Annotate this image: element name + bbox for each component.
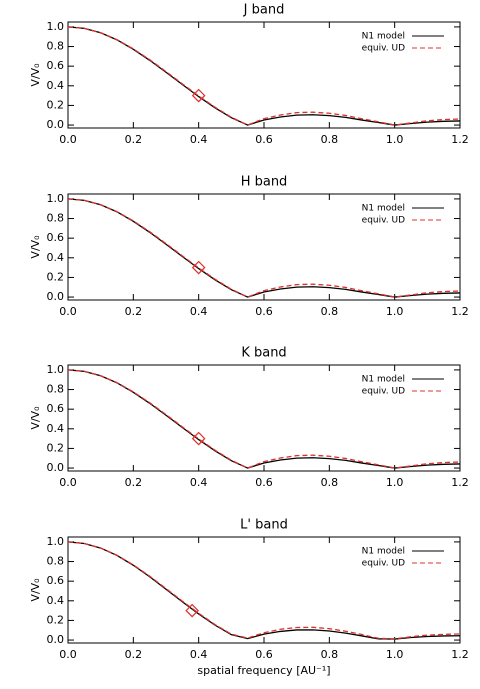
y-tick-label: 0.4 [47, 422, 65, 435]
legend-label: equiv. UD [362, 216, 405, 226]
x-tick-label: 0.0 [59, 305, 77, 318]
y-tick-label: 0.6 [47, 574, 65, 587]
y-tick-label: 0.8 [47, 383, 65, 396]
x-tick-label: 1.0 [386, 305, 404, 318]
y-tick-label: 0.2 [47, 98, 65, 111]
y-tick-label: 0.8 [47, 40, 65, 53]
x-tick-label: 1.2 [451, 648, 469, 661]
legend-label: equiv. UD [362, 387, 405, 397]
series-line [67, 369, 461, 469]
x-tick-label: 0.2 [125, 305, 143, 318]
y-tick-label: 0.6 [47, 59, 65, 72]
x-tick-label: 0.2 [125, 133, 143, 146]
legend-label: equiv. UD [362, 559, 405, 569]
y-tick-label: 1.0 [47, 363, 65, 376]
marker [191, 88, 206, 103]
legend-label: N1 model [362, 547, 405, 557]
x-tick-label: 0.0 [59, 648, 77, 661]
marker [185, 603, 199, 618]
legend-label: N1 model [362, 375, 405, 385]
x-tick-label: 1.0 [386, 133, 404, 146]
series-line [67, 26, 461, 126]
x-tick-label: 0.2 [125, 648, 143, 661]
y-tick-label: 0.4 [47, 251, 65, 264]
chart-title: K band [241, 346, 286, 361]
legend-label: N1 model [362, 204, 405, 214]
series-line [67, 198, 461, 298]
y-axis-label: V/V₀ [29, 235, 42, 259]
x-tick-label: 0.4 [190, 648, 208, 661]
y-axis-label: V/V₀ [29, 406, 42, 430]
y-tick-label: 1.0 [47, 192, 65, 205]
y-tick-label: 0.2 [47, 270, 65, 283]
x-tick-label: 0.2 [125, 476, 143, 489]
marker [191, 431, 206, 446]
x-tick-label: 0.8 [321, 133, 339, 146]
y-tick-label: 0.6 [47, 231, 65, 244]
x-tick-label: 0.4 [190, 133, 208, 146]
x-tick-label: 0.6 [255, 133, 273, 146]
y-tick-label: 0.4 [47, 594, 65, 607]
marker [191, 260, 206, 275]
x-tick-label: 0.8 [321, 648, 339, 661]
y-tick-label: 0.0 [47, 290, 65, 303]
x-tick-label: 0.0 [59, 133, 77, 146]
y-tick-label: 1.0 [47, 20, 65, 33]
series-line [67, 541, 461, 640]
chart-title: J band [243, 3, 285, 18]
x-tick-label: 1.0 [386, 476, 404, 489]
x-tick-label: 0.8 [321, 476, 339, 489]
x-tick-label: 0.4 [190, 305, 208, 318]
y-tick-label: 0.0 [47, 118, 65, 131]
x-axis-label: spatial frequency [AU⁻¹] [197, 664, 330, 677]
x-tick-label: 0.4 [190, 476, 208, 489]
chart-title: H band [241, 175, 288, 190]
y-tick-label: 0.0 [47, 633, 65, 646]
y-tick-label: 0.2 [47, 613, 65, 626]
y-axis-label: V/V₀ [29, 578, 42, 602]
series-line [67, 26, 461, 126]
legend-label: N1 model [362, 32, 405, 42]
x-tick-label: 0.6 [255, 476, 273, 489]
y-tick-label: 1.0 [47, 535, 65, 548]
series-line [67, 198, 461, 298]
y-tick-label: 0.4 [47, 79, 65, 92]
legend-label: equiv. UD [362, 44, 405, 54]
y-tick-label: 0.0 [47, 461, 65, 474]
y-tick-label: 0.8 [47, 555, 65, 568]
x-tick-label: 0.6 [255, 648, 273, 661]
y-axis-label: V/V₀ [29, 63, 42, 87]
y-tick-label: 0.6 [47, 402, 65, 415]
x-tick-label: 1.0 [386, 648, 404, 661]
x-tick-label: 1.2 [451, 133, 469, 146]
x-tick-label: 0.0 [59, 476, 77, 489]
series-line [67, 369, 461, 469]
x-tick-label: 1.2 [451, 476, 469, 489]
y-tick-label: 0.2 [47, 441, 65, 454]
y-tick-label: 0.8 [47, 212, 65, 225]
x-tick-label: 0.6 [255, 305, 273, 318]
chart-title: L' band [240, 518, 288, 533]
x-tick-label: 0.8 [321, 305, 339, 318]
x-tick-label: 1.2 [451, 305, 469, 318]
